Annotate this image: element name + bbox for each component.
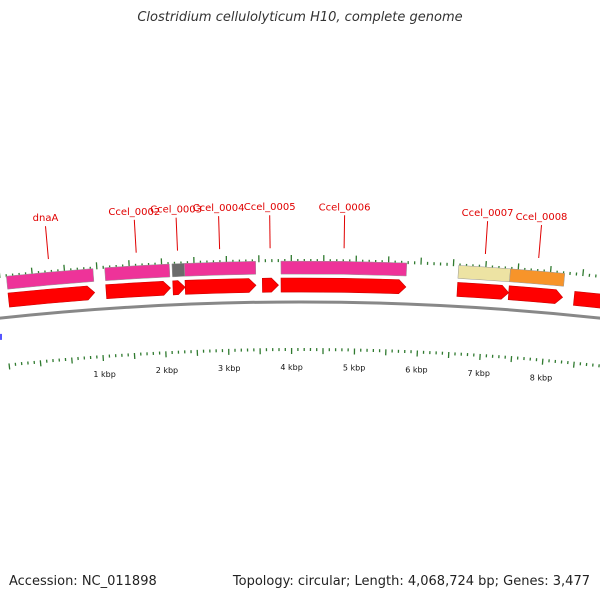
gene-arrow: [573, 291, 600, 309]
major-tick: [582, 269, 585, 277]
origin-marker: [0, 333, 2, 340]
map-title: Clostridium cellulolyticum H10, complete…: [137, 10, 463, 25]
gene-label: Ccel_0002: [108, 207, 160, 218]
gene-label-leader: [133, 219, 137, 253]
gene-arrow: [261, 277, 279, 293]
cds-band: [104, 263, 171, 281]
major-tick: [8, 363, 11, 370]
gene-label-leader: [484, 221, 489, 255]
gene-label: Ccel_0004: [193, 203, 245, 214]
gene-label: Ccel_0005: [244, 202, 296, 213]
gene-label-leader: [343, 215, 346, 249]
gene-arrow: [280, 277, 407, 295]
major-tick: [39, 360, 42, 367]
cds-band: [280, 260, 408, 277]
gene-label: Ccel_0008: [516, 212, 568, 223]
kbp-label: 3 kbp: [218, 364, 240, 373]
kbp-labels: 1 kbp 2 kbp 3 kbp 4 kbp 5 kbp 6 kbp 7 kbp 8 kbp: [93, 363, 552, 383]
major-tick: [572, 361, 575, 368]
gene-track: [7, 277, 600, 309]
cds-band: [6, 268, 95, 290]
gene-label-leader: [45, 226, 49, 260]
genome-backbone: [0, 300, 600, 340]
gene-label-leader: [218, 216, 221, 250]
kbp-label: 7 kbp: [467, 369, 489, 378]
gene-arrow: [7, 285, 96, 308]
cds-band: [509, 268, 566, 287]
cds-track: [6, 260, 566, 290]
kbp-label: 2 kbp: [156, 366, 178, 375]
major-tick: [541, 358, 544, 365]
gene-label: Ccel_0007: [462, 208, 514, 219]
gene-arrow: [507, 285, 564, 304]
backbone-arc: [0, 300, 600, 320]
cds-band: [457, 265, 511, 283]
gene-label-leader: [175, 217, 178, 251]
accession-text: Accession: NC_011898: [9, 574, 157, 589]
major-tick: [95, 262, 98, 270]
gene-arrow: [184, 278, 257, 295]
kbp-label: 5 kbp: [343, 364, 365, 373]
gene-label: Ccel_0006: [319, 202, 371, 213]
gene-label: dnaA: [33, 213, 59, 224]
kbp-label: 8 kbp: [530, 374, 552, 383]
major-tick: [510, 356, 513, 363]
gene-label: Ccel_0003: [150, 205, 202, 216]
gene-arrow: [456, 282, 510, 300]
kbp-label: 4 kbp: [280, 363, 302, 372]
genome-summary-text: Topology: circular; Length: 4,068,724 bp…: [232, 574, 590, 589]
inner-tick-ring: [8, 347, 600, 370]
major-tick: [71, 357, 73, 364]
kbp-label: 1 kbp: [93, 370, 115, 379]
cds-band: [184, 261, 257, 277]
cds-band: [171, 263, 186, 278]
kbp-label: 6 kbp: [405, 366, 427, 375]
gene-arrow: [105, 280, 171, 300]
gene-label-leader: [538, 225, 542, 259]
gene-arrow: [172, 280, 186, 296]
